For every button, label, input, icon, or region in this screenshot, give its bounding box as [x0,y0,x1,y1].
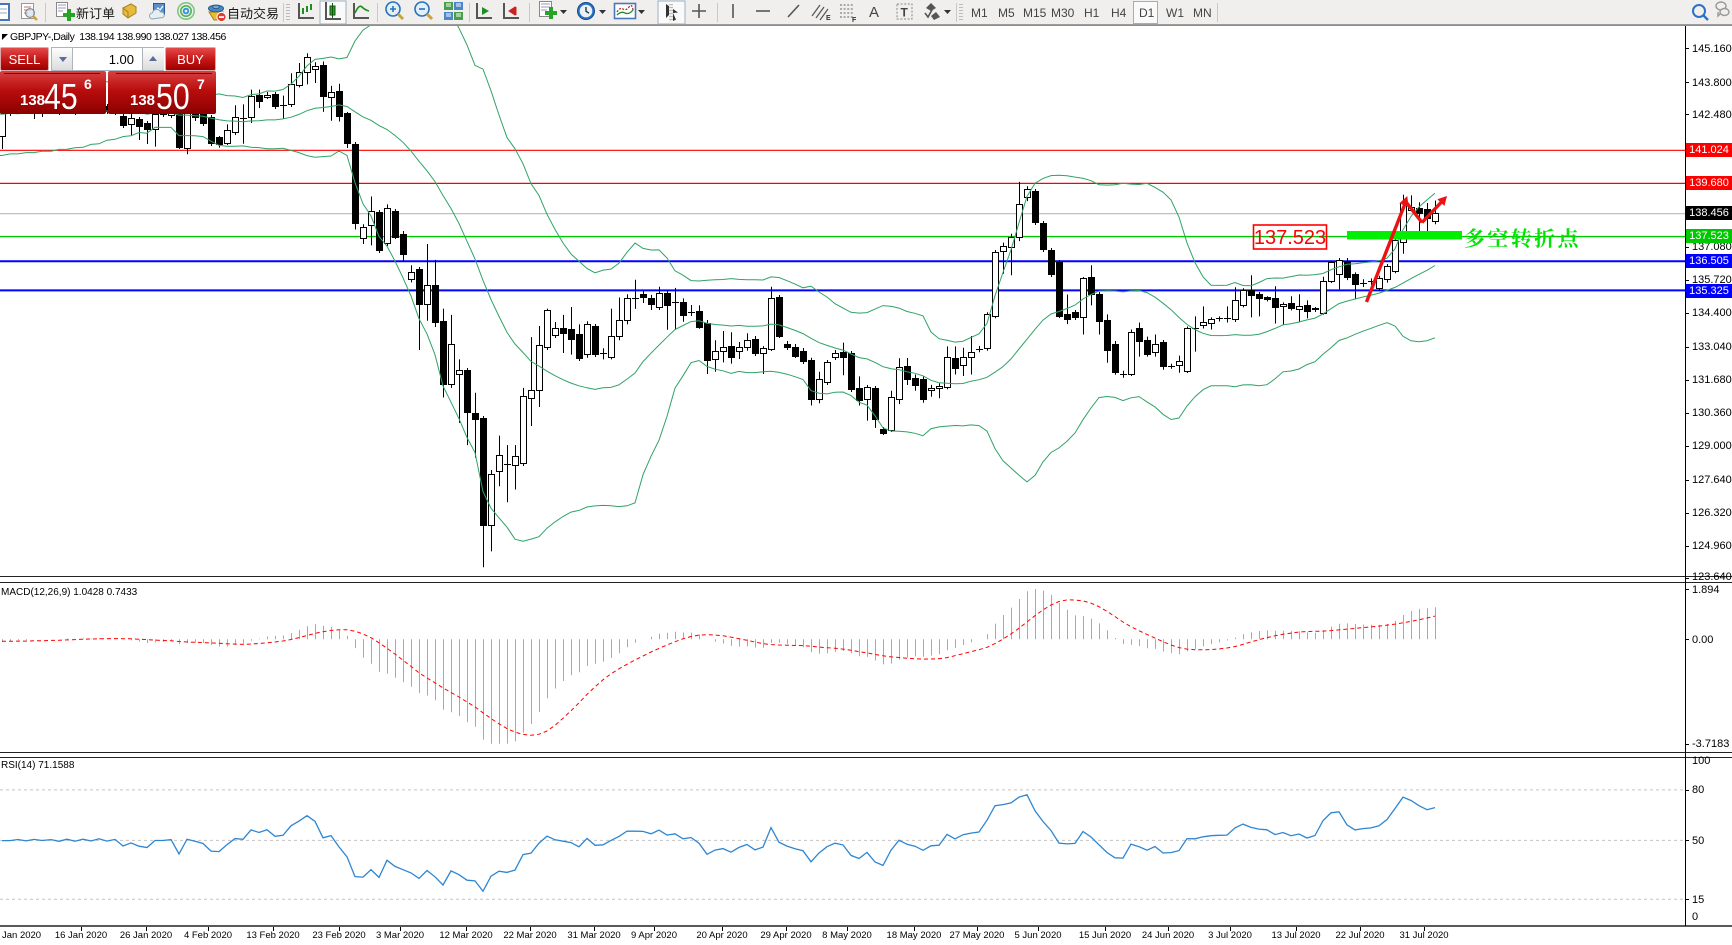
svg-text:E: E [826,15,831,22]
svg-text:A: A [869,4,879,21]
svg-text:T: T [901,6,909,20]
svg-text:F: F [852,17,857,24]
svg-text:137.523: 137.523 [1254,227,1326,249]
